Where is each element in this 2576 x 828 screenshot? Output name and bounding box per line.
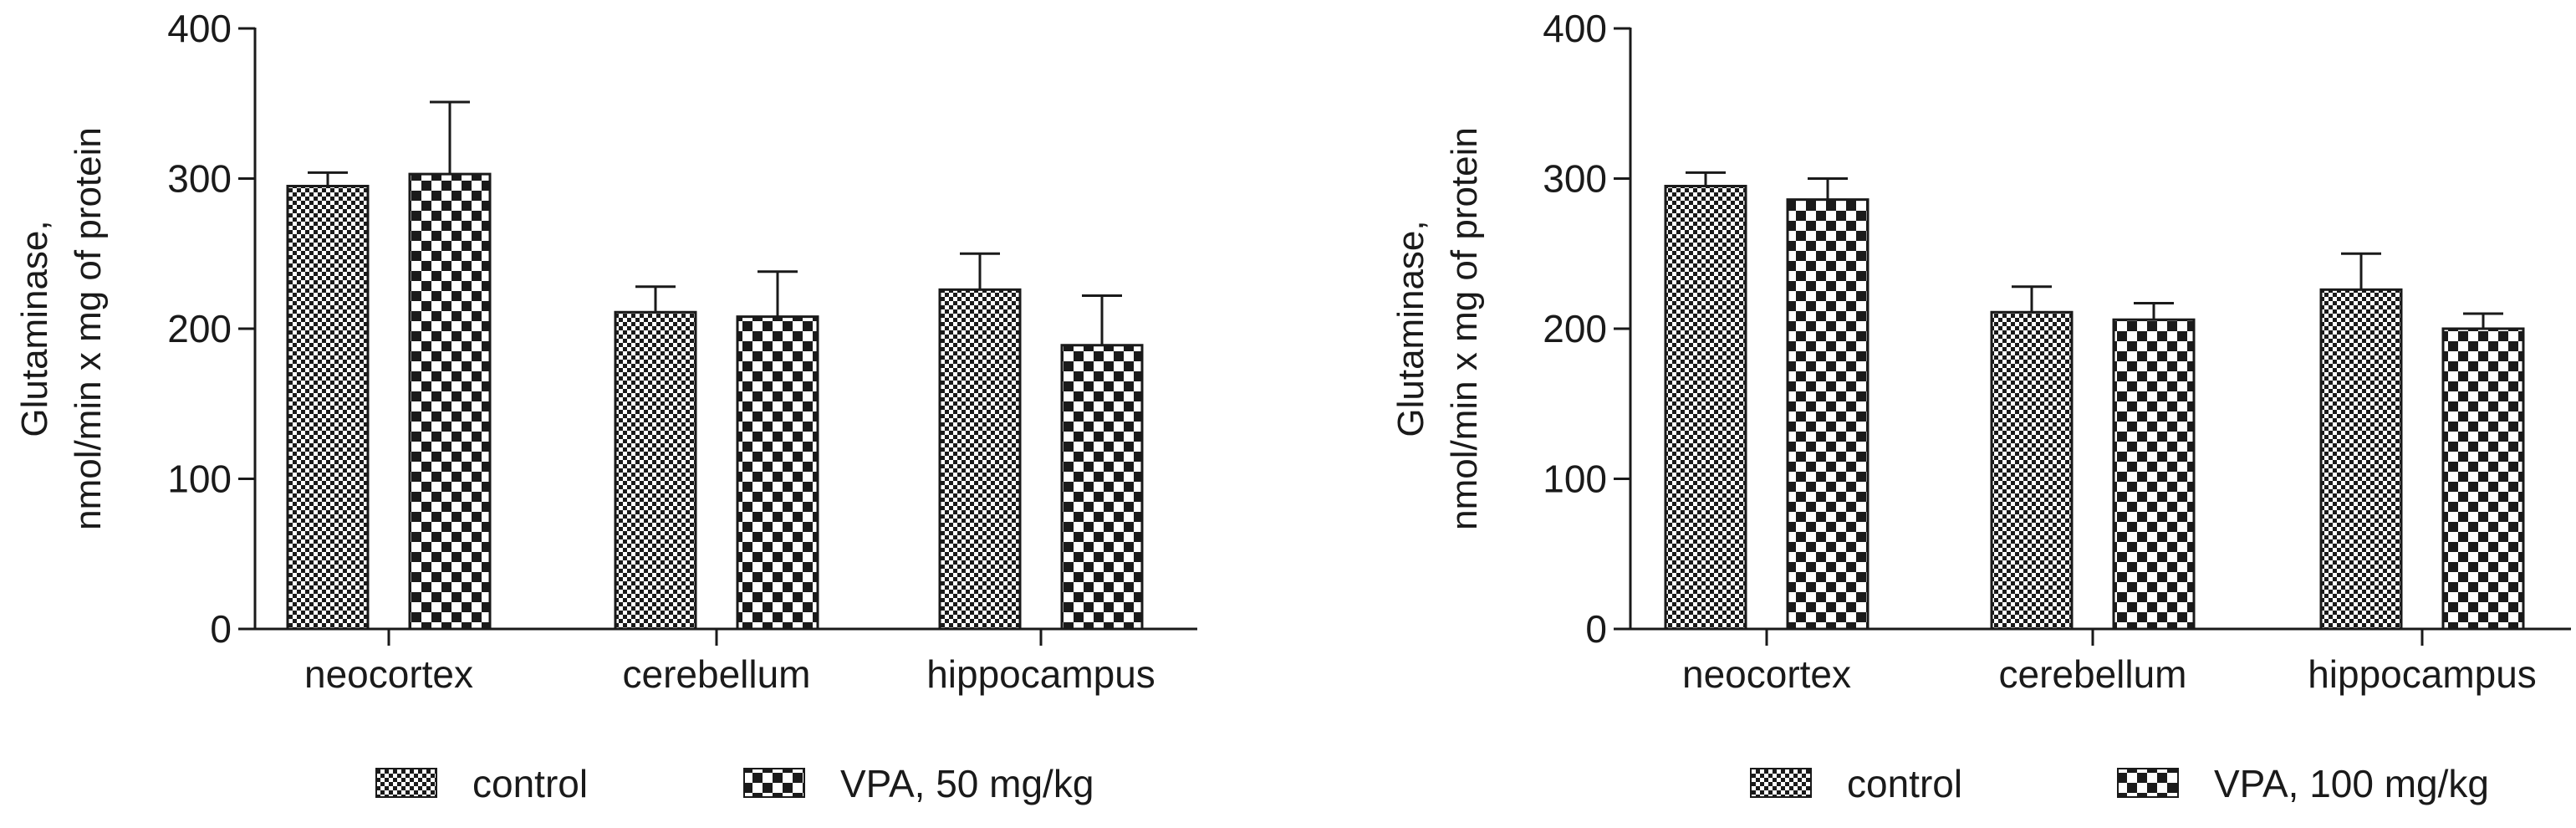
legend-label: VPA, 50 mg/kg [840, 762, 1094, 805]
y-tick-label: 0 [210, 607, 232, 651]
y-axis-title-line1: Glutaminase, [14, 220, 55, 437]
legend-swatch [1750, 768, 1812, 798]
y-tick-label: 100 [1543, 457, 1607, 501]
x-tick-label: cerebellum [1999, 652, 2187, 696]
bar-vpa [1060, 344, 1144, 631]
legend-label: control [472, 762, 588, 805]
bar-vpa [736, 315, 819, 631]
x-tick-label: neocortex [304, 652, 473, 696]
y-axis-title-line2: nmol/min x mg of protein [1444, 127, 1485, 530]
x-tick-label: neocortex [1682, 652, 1851, 696]
bar-control [614, 310, 697, 631]
bar-control [286, 184, 370, 631]
y-tick-label: 300 [167, 157, 232, 201]
y-tick-label: 100 [167, 457, 232, 501]
bar-vpa [408, 172, 492, 631]
bar-vpa [2112, 318, 2196, 631]
y-tick-label: 400 [167, 7, 232, 50]
x-tick-label: hippocampus [2308, 652, 2537, 696]
chart-panel-1: 0 100 200 300 400 Glutaminase, nmol/min x mg o… [14, 7, 1197, 805]
bar-control [2319, 288, 2403, 631]
y-tick-label: 200 [1543, 307, 1607, 350]
bar-vpa [1786, 198, 1870, 631]
legend-label: VPA, 100 mg/kg [2214, 762, 2489, 805]
x-tick-label: hippocampus [926, 652, 1155, 696]
chart-panel-2: 0 100 200 300 400 Glutaminase, nmol/min x mg o… [1390, 7, 2571, 805]
legend-label: control [1847, 762, 1962, 805]
y-axis-title-line2: nmol/min x mg of protein [68, 127, 109, 530]
bar-control [1990, 310, 2074, 631]
y-tick-label: 0 [1585, 607, 1607, 651]
x-tick-label: cerebellum [623, 652, 811, 696]
y-tick-label: 200 [167, 307, 232, 350]
legend-swatch [743, 768, 805, 798]
legend-swatch [375, 768, 437, 798]
bar-vpa [2441, 327, 2525, 631]
bar-control [1664, 184, 1747, 631]
legend-swatch [2117, 768, 2179, 798]
y-tick-label: 300 [1543, 157, 1607, 201]
y-axis-title-line1: Glutaminase, [1390, 220, 1431, 437]
bar-control [938, 288, 1022, 631]
y-tick-label: 400 [1543, 7, 1607, 50]
